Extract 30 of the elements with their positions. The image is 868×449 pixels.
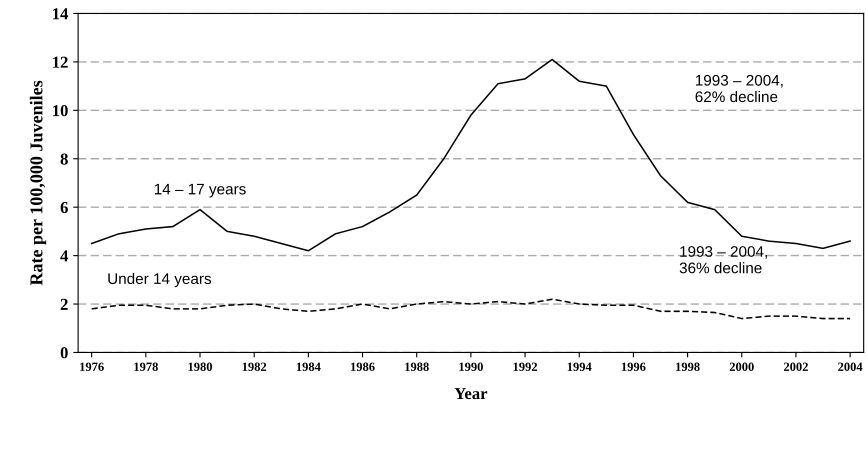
x-tick-label: 1992 (514, 362, 538, 371)
x-tick-label: 1986 (351, 362, 375, 371)
y-tick-label: 4 (60, 250, 68, 262)
x-tick-label: 1984 (296, 362, 321, 371)
x-tick-label: 2002 (784, 362, 808, 371)
x-tick-label: 1980 (188, 362, 212, 371)
x-tick-label: 1982 (242, 362, 266, 371)
x-tick-label: 1988 (405, 362, 429, 371)
x-tick-label: 1998 (676, 362, 700, 371)
x-tick-label: 2004 (838, 362, 862, 371)
x-tick-label: 1994 (568, 362, 592, 371)
y-tick-label: 0 (60, 347, 68, 358)
x-axis-title: Year (454, 388, 488, 400)
x-tick-label: 1990 (459, 362, 483, 371)
x-tick-label: 1976 (80, 362, 104, 371)
series-label: Under 14 years (108, 272, 212, 288)
y-tick-label: 8 (60, 153, 68, 165)
y-tick-label: 6 (60, 202, 68, 214)
y-axis-title: Rate per 100,000 Juveniles (30, 80, 46, 286)
y-tick-label: 14 (53, 8, 68, 20)
x-tick-label: 1978 (134, 362, 158, 371)
y-tick-label: 10 (53, 105, 68, 116)
series-label: 14 – 17 years (154, 184, 246, 198)
line-series (90, 298, 851, 320)
x-tick-label: 2000 (730, 362, 754, 371)
y-tick-label: 2 (60, 298, 68, 310)
x-tick-label: 1996 (622, 362, 646, 371)
annotation: 1993 – 2004, 62% decline (696, 74, 783, 102)
y-tick-label: 12 (53, 56, 68, 68)
annotation: 1993 – 2004, 36% decline (680, 246, 767, 274)
